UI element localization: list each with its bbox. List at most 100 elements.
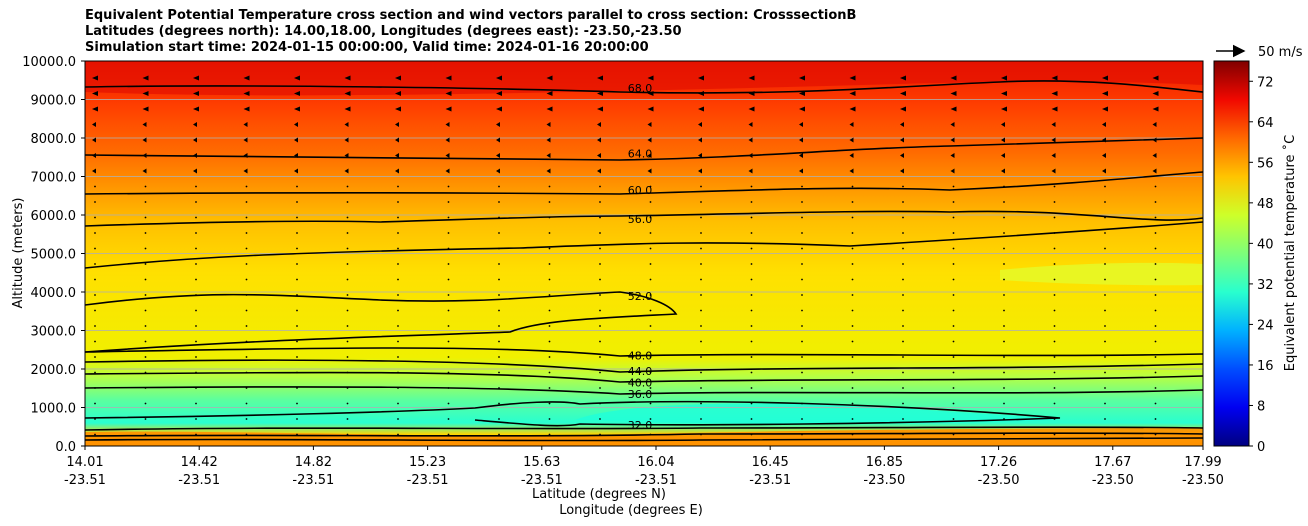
- wind-vector: [445, 75, 452, 81]
- contour-line-40: [85, 371, 1203, 383]
- wind-vector: [447, 232, 450, 234]
- contour-label: 48.0: [628, 350, 653, 363]
- wind-vector: [1154, 278, 1157, 281]
- wind-vector: [1003, 216, 1005, 219]
- wind-vector: [1104, 356, 1106, 358]
- wind-vector: [599, 201, 601, 203]
- wind-vector: [346, 201, 349, 203]
- wind-vector: [195, 387, 197, 389]
- contour-line-60: [85, 171, 1203, 195]
- wind-vector: [496, 153, 500, 158]
- wind-vector: [1104, 263, 1106, 265]
- wind-vector: [447, 216, 450, 219]
- wind-vector: [142, 137, 147, 143]
- wind-vector: [1152, 75, 1159, 81]
- wind-vector: [296, 325, 298, 327]
- wind-vector: [1154, 247, 1157, 250]
- x-tick-lat: 17.26: [980, 455, 1017, 470]
- wind-vector: [1053, 340, 1056, 343]
- wind-vector: [296, 201, 298, 203]
- wind-vector: [649, 325, 652, 327]
- wind-vector: [92, 75, 98, 81]
- wind-vector: [599, 371, 601, 374]
- wind-vector: [94, 294, 96, 296]
- wind-vector: [498, 232, 500, 234]
- wind-vector: [900, 122, 904, 127]
- y-axis-label: Altitude (meters): [11, 198, 26, 309]
- wind-vector: [94, 356, 96, 358]
- wind-vector: [1152, 168, 1157, 174]
- wind-vector: [346, 294, 349, 296]
- wind-vector: [902, 371, 904, 374]
- colorbar-tick-label: 16: [1257, 359, 1274, 374]
- wind-vector: [1001, 153, 1005, 158]
- wind-vector: [599, 433, 601, 436]
- wind-vector: [700, 309, 702, 312]
- wind-vector: [599, 294, 601, 296]
- contour-label: 64.0: [628, 147, 653, 160]
- wind-vector: [397, 356, 399, 358]
- wind-vector: [445, 106, 452, 112]
- wind-vector: [144, 387, 147, 389]
- colorbar-tick-label: 64: [1257, 116, 1274, 131]
- wind-vector: [296, 340, 298, 343]
- wind-vector: [952, 263, 955, 265]
- wind-vector: [498, 356, 500, 358]
- wind-vector: [851, 263, 854, 265]
- wind-vector: [243, 91, 250, 96]
- chart-title-line-1: Equivalent Potential Temperature cross s…: [85, 8, 857, 23]
- wind-vector: [649, 216, 652, 219]
- wind-vector: [1051, 153, 1056, 158]
- x-tick-lon: -23.51: [749, 473, 791, 488]
- wind-vector: [296, 387, 298, 389]
- contour-label: 68.0: [628, 82, 653, 95]
- colorbar-ticks: 0 8 16 24 32 40 48 56 64 72: [1249, 75, 1274, 455]
- wind-vector: [344, 168, 349, 174]
- wind-vector: [799, 153, 803, 158]
- wind-vector: [447, 201, 450, 203]
- wind-vector: [144, 201, 147, 203]
- wind-vector: [294, 122, 298, 127]
- wind-vector: [245, 340, 248, 343]
- wind-vector: [498, 433, 500, 436]
- wind-vector: [294, 106, 300, 112]
- plot-area: 68.0 64.0 60.0 56.0 52.0 48.0 44.040.036.0 32.0: [85, 60, 1203, 446]
- wind-vector: [952, 356, 955, 358]
- wind-vector: [447, 340, 450, 343]
- wind-vector: [799, 106, 805, 112]
- wind-vector: [950, 122, 955, 127]
- wind-vector: [750, 294, 753, 296]
- wind-vector: [1001, 122, 1005, 127]
- x-tick-lon: -23.51: [635, 473, 677, 488]
- wind-vector: [94, 216, 96, 219]
- wind-vector: [748, 122, 753, 127]
- wind-vector: [851, 247, 854, 250]
- wind-vector: [1051, 122, 1056, 127]
- colorbar-tick-label: 48: [1257, 197, 1274, 212]
- wind-vector: [94, 278, 96, 281]
- wind-vector: [1003, 371, 1005, 374]
- contour-label: 56.0: [628, 213, 653, 226]
- wind-vector: [548, 278, 551, 281]
- wind-vector: [195, 278, 197, 281]
- wind-vector: [195, 433, 197, 436]
- y-tick-label: 9000.0: [31, 94, 77, 109]
- wind-vector: [245, 325, 248, 327]
- wind-vector: [1003, 263, 1005, 265]
- wind-vector: [748, 75, 755, 81]
- wind-vector: [1003, 433, 1005, 436]
- wind-vector: [748, 137, 753, 143]
- wind-vector: [950, 91, 957, 96]
- wind-vector: [851, 185, 854, 188]
- wind-vector: [294, 168, 298, 174]
- x-tick-lon: -23.51: [407, 473, 449, 488]
- wind-vector: [649, 309, 652, 312]
- wind-vector: [902, 433, 904, 436]
- x-tick-lon: -23.50: [978, 473, 1020, 488]
- wind-vector: [750, 418, 753, 420]
- contour-label: 60.0: [628, 184, 653, 197]
- wind-vector: [649, 356, 652, 358]
- x-tick-lon: -23.51: [521, 473, 563, 488]
- wind-vector: [700, 247, 702, 250]
- wind-vector: [195, 356, 197, 358]
